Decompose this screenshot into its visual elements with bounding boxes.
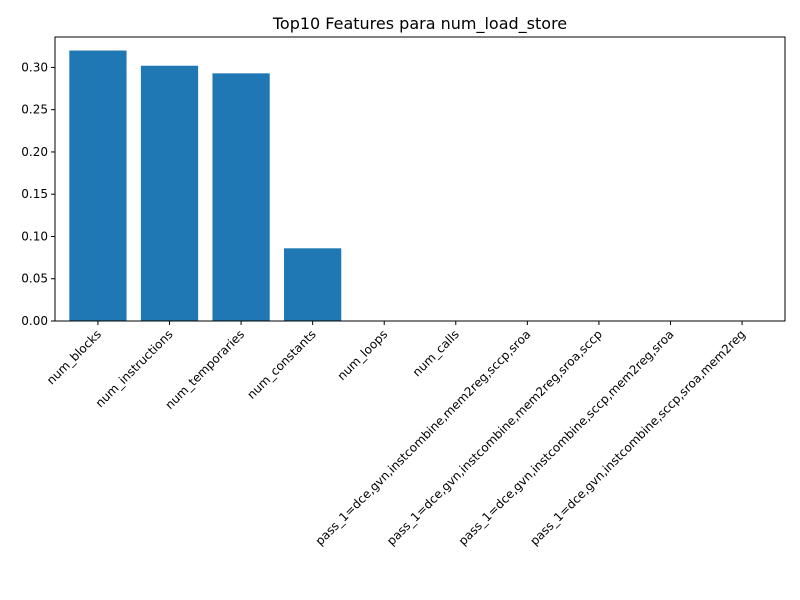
- y-tick-label: 0.30: [21, 60, 48, 74]
- bars: [69, 50, 342, 322]
- y-tick-label: 0.20: [21, 145, 48, 159]
- bar-num_temporaries: [212, 73, 270, 321]
- x-tick-label: num_calls: [410, 327, 462, 379]
- x-axis: num_blocksnum_instructionsnum_temporarie…: [44, 321, 748, 548]
- y-tick-label: 0.00: [21, 314, 48, 328]
- x-tick-label: num_constants: [244, 327, 318, 401]
- y-tick-label: 0.10: [21, 229, 48, 243]
- chart-title: Top10 Features para num_load_store: [272, 14, 567, 34]
- y-tick-label: 0.25: [21, 103, 48, 117]
- x-tick-label: num_loops: [335, 327, 391, 383]
- bar-num_blocks: [69, 50, 127, 322]
- y-tick-label: 0.05: [21, 272, 48, 286]
- x-tick-label: num_instructions: [93, 327, 176, 410]
- bar-num_constants: [284, 248, 342, 321]
- x-tick-label: num_blocks: [44, 327, 104, 387]
- y-tick-label: 0.15: [21, 187, 48, 201]
- y-axis: 0.00 0.05 0.10 0.15 0.20 0.25 0.30: [21, 60, 55, 328]
- plot-frame: [54, 36, 786, 322]
- bar-num_instructions: [140, 65, 199, 321]
- x-tick-label: num_temporaries: [162, 327, 247, 412]
